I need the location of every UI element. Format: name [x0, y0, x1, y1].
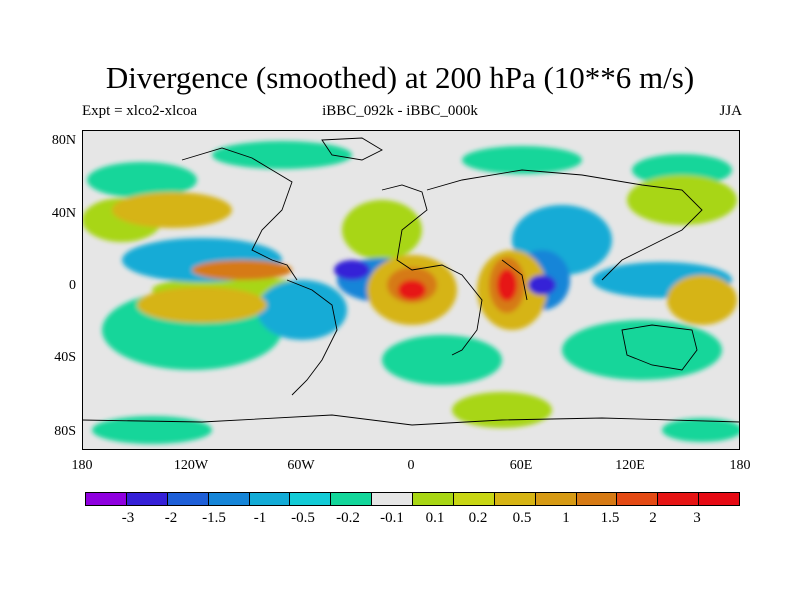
colorbar-tick-label: 0.1 — [425, 510, 445, 526]
colorbar-tick-label: 1 — [562, 510, 570, 526]
field-patch — [662, 418, 740, 442]
experiment-label: Expt = xlco2-xlcoa — [82, 103, 198, 119]
lon-label-120e: 120E — [615, 458, 645, 473]
lon-label-180e: 180 — [729, 458, 751, 473]
field-patch — [92, 416, 212, 444]
colorbar-segment — [290, 493, 332, 505]
lat-label-40s: 40S — [54, 350, 76, 365]
colorbar-segment — [453, 493, 495, 505]
field-patch — [398, 280, 426, 300]
colorbar — [85, 492, 740, 506]
field-patch — [627, 175, 737, 225]
colorbar-segment — [494, 493, 536, 505]
lon-label-60w: 60W — [287, 458, 315, 473]
season-label: JJA — [719, 103, 742, 119]
colorbar-segment — [617, 493, 659, 505]
colorbar-tick-label: -0.5 — [291, 510, 315, 526]
colorbar-segment — [331, 493, 373, 505]
colorbar-tick-label: 3 — [693, 510, 701, 526]
colorbar-segment — [413, 493, 454, 505]
lat-label-80s: 80S — [54, 424, 76, 439]
field-patch — [137, 287, 267, 323]
lat-label-40n: 40N — [51, 206, 76, 221]
colorbar-tick-label: 0.5 — [512, 510, 532, 526]
colorbar-tick-label: 2 — [649, 510, 657, 526]
colorbar-segment — [699, 493, 739, 505]
field-patch — [342, 200, 422, 260]
colorbar-tick-label: -1.5 — [202, 510, 226, 526]
colorbar-tick-label: -0.2 — [336, 510, 360, 526]
colorbar-segment — [249, 493, 291, 505]
colorbar-segment — [658, 493, 700, 505]
colorbar-segment — [167, 493, 209, 505]
field-patch — [452, 392, 552, 428]
coastlines — [82, 137, 740, 426]
lat-label-80n: 80N — [51, 133, 76, 148]
field-patch — [87, 162, 197, 198]
field-patch — [667, 275, 737, 325]
field-patch — [497, 269, 517, 301]
difference-label: iBBC_092k - iBBC_000k — [322, 103, 478, 119]
colorbar-segment — [576, 493, 618, 505]
field-patch — [462, 146, 582, 174]
colorbar-segment — [208, 493, 250, 505]
field-patch — [212, 141, 352, 169]
lon-label-60e: 60E — [509, 458, 533, 473]
colorbar-tick-label: 0.2 — [468, 510, 488, 526]
colorbar-segment — [535, 493, 577, 505]
lat-label-0: 0 — [69, 278, 76, 293]
colorbar-tick-label: 1.5 — [600, 510, 620, 526]
field-patch — [562, 320, 722, 380]
colorbar-segment — [372, 493, 413, 505]
colorbar-tick-label: -3 — [121, 510, 135, 526]
chart-title: Divergence (smoothed) at 200 hPa (10**6 … — [105, 60, 695, 95]
field-patch — [334, 260, 370, 280]
colorbar-segment — [86, 493, 127, 505]
field-patch — [257, 280, 347, 340]
field-patch — [382, 335, 502, 385]
colorbar-tick-label: -1 — [253, 510, 267, 526]
field-patch — [192, 260, 292, 280]
colorbar-tick-label: -0.1 — [380, 510, 404, 526]
colorbar-tick-label: -2 — [164, 510, 178, 526]
lon-label-0: 0 — [407, 458, 415, 473]
lon-label-180w: 180 — [71, 458, 93, 473]
divergence-map — [82, 130, 740, 450]
field-patch — [528, 275, 556, 295]
colorbar-segment — [126, 493, 168, 505]
lon-label-120w: 120W — [173, 458, 209, 473]
field-patch — [112, 192, 232, 228]
